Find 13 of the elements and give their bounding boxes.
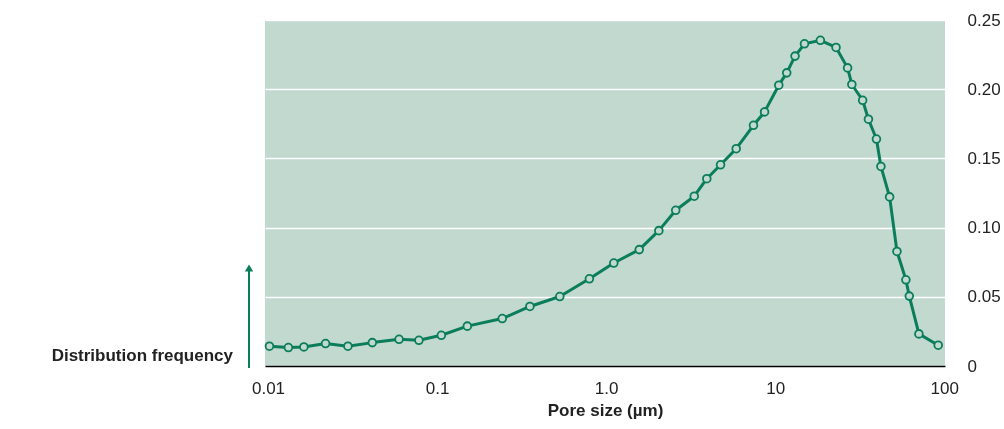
y-tick-label: 0 [967, 356, 977, 376]
y-tick-label: 0.10 [967, 218, 1001, 238]
x-tick-label: 10 [766, 378, 786, 398]
x-tick-label: 1.0 [594, 378, 619, 398]
x-tick-label: 100 [930, 378, 959, 398]
y-tick-label: 0.25 [967, 10, 1001, 30]
y-tick-label: 0.15 [967, 148, 1001, 168]
y-tick-label: 0.20 [967, 79, 1001, 99]
x-tick-label: 0.1 [425, 378, 450, 398]
y-axis-title: Distribution frequency [51, 346, 234, 365]
x-tick-label: 0.01 [251, 378, 286, 398]
y-tick-label: 0.05 [967, 287, 1001, 307]
x-axis-title: Pore size (µm) [547, 400, 664, 420]
